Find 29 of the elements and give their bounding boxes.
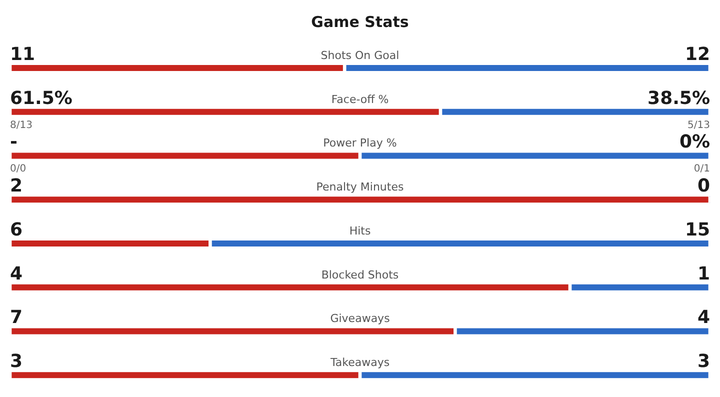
y-tick-label: Takeaways: [329, 356, 390, 370]
annotation: 3: [697, 351, 710, 372]
annotation: 12: [684, 44, 710, 65]
annotation: 2: [10, 176, 23, 197]
annotation: 0%: [679, 132, 710, 153]
annotation: 4: [10, 263, 23, 284]
annotation: 8/13: [10, 120, 32, 131]
y-tick-label: Hits: [349, 224, 371, 238]
y-tick-label: Shots On Goal: [320, 48, 400, 62]
annotation: 4: [697, 307, 710, 328]
y-tick-label: Giveaways: [330, 312, 390, 326]
annotation: 0/0: [10, 164, 26, 175]
annotation: 11: [10, 44, 36, 65]
annotation: 7: [10, 307, 23, 328]
y-tick-label: Face-off %: [331, 92, 389, 106]
annotation: 61.5%: [10, 88, 72, 109]
annotation: 6: [10, 219, 23, 240]
annotation: 1: [697, 263, 710, 284]
y-tick-label: Power Play %: [323, 136, 397, 150]
annotation: 0/1: [694, 164, 710, 175]
annotation: 38.5%: [648, 88, 710, 109]
annotation: 15: [684, 219, 710, 240]
annotation: 5/13: [688, 120, 710, 131]
annotation: 0: [697, 176, 710, 197]
annotation: 3: [10, 351, 23, 372]
annotation: -: [10, 132, 18, 153]
y-tick-label: Blocked Shots: [321, 268, 399, 282]
chart-title: Game Stats: [311, 12, 409, 31]
y-tick-label: Penalty Minutes: [316, 180, 404, 194]
